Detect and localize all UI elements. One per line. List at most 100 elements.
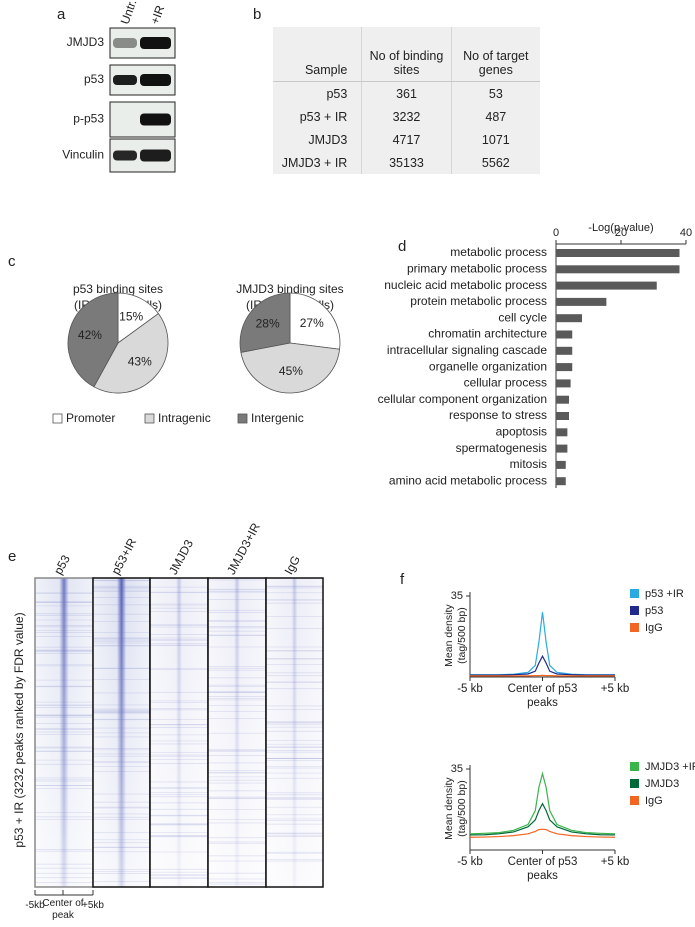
blot-row-label: Vinculin bbox=[62, 148, 104, 162]
bar bbox=[556, 395, 569, 404]
category-label: cell cycle bbox=[498, 310, 547, 324]
table-cell: 5562 bbox=[450, 151, 540, 174]
bar bbox=[556, 477, 566, 486]
legend-label: IgG bbox=[645, 622, 663, 634]
table-cell: p53 bbox=[326, 86, 348, 101]
binding-table: Sample No of binding sites No of target ge… bbox=[273, 27, 540, 174]
blot-band bbox=[140, 74, 171, 86]
heatmap-x-tick-label: +5kb bbox=[82, 900, 104, 911]
blot-row-label: p-p53 bbox=[73, 112, 104, 126]
x-tick-label: +5 kb bbox=[600, 683, 630, 695]
heatmap-fade bbox=[208, 578, 266, 887]
table-cell: 4717 bbox=[361, 128, 452, 151]
heatmap-column-label: IgG bbox=[282, 553, 303, 577]
x-tick-label: 20 bbox=[615, 227, 627, 239]
panel-label: c bbox=[8, 253, 16, 270]
pie-slice bbox=[67, 292, 119, 388]
heatmap-column-label: p53+IR bbox=[109, 536, 140, 577]
table-cell: 53 bbox=[450, 81, 540, 105]
table-header-cell: No of target genes bbox=[450, 27, 540, 82]
bar bbox=[556, 297, 607, 306]
table-cell: JMJD3 bbox=[308, 132, 348, 147]
bar bbox=[556, 314, 582, 323]
table-header-cell: Sample bbox=[273, 27, 362, 82]
pie-title: JMJD3 binding sites bbox=[236, 282, 343, 296]
category-label: spermatogenesis bbox=[456, 441, 547, 455]
pie-slice bbox=[239, 292, 291, 353]
heatmap-fade bbox=[266, 578, 323, 887]
pie-slice bbox=[289, 292, 341, 350]
blot-band bbox=[113, 38, 137, 48]
bar bbox=[556, 444, 568, 453]
bar bbox=[556, 249, 680, 257]
category-label: nucleic acid metabolic process bbox=[384, 278, 547, 292]
bar bbox=[556, 330, 573, 339]
bar bbox=[556, 265, 680, 274]
blot-column-label: Untr. bbox=[118, 0, 140, 26]
heatmap-column-label: JMJD3+IR bbox=[224, 520, 263, 577]
heatmap-fade bbox=[35, 578, 93, 887]
table-row: p53 361 53 bbox=[273, 81, 540, 105]
category-label: primary metabolic process bbox=[407, 261, 547, 275]
legend-label: IgG bbox=[645, 795, 663, 807]
category-label: organelle organization bbox=[429, 359, 547, 373]
pie-value-label: 42% bbox=[78, 328, 102, 342]
line-series bbox=[469, 802, 616, 836]
category-label: metabolic process bbox=[450, 245, 547, 259]
category-label: mitosis bbox=[510, 457, 547, 471]
legend-swatch bbox=[144, 413, 155, 424]
category-label: cellular process bbox=[464, 376, 547, 390]
category-label: response to stress bbox=[449, 408, 547, 422]
bar bbox=[556, 428, 568, 437]
category-label: apoptosis bbox=[496, 424, 547, 438]
legend-label: p53 bbox=[645, 605, 663, 617]
bar bbox=[556, 281, 657, 290]
bar bbox=[556, 379, 571, 388]
line-series bbox=[470, 612, 615, 676]
heatmap-fade bbox=[93, 578, 150, 887]
legend-label: Intergenic bbox=[251, 411, 304, 425]
y-axis-label: Mean density (tag/500 bp) bbox=[442, 776, 468, 840]
pie-slice bbox=[93, 313, 169, 394]
blot-column-label: +IR bbox=[148, 3, 168, 26]
category-label: protein metabolic process bbox=[410, 294, 547, 308]
legend-label: Promoter bbox=[66, 411, 115, 425]
pie-title: p53 binding sites bbox=[73, 282, 163, 296]
x-tick-label: Center of p53 peaks bbox=[507, 683, 578, 709]
category-label: chromatin architecture bbox=[428, 327, 547, 341]
heatmap-column-label: p53 bbox=[51, 552, 73, 577]
table-row: JMJD3 + IR 35133 5562 bbox=[273, 151, 540, 174]
blot-band bbox=[113, 75, 137, 85]
panel-label: f bbox=[400, 571, 405, 588]
x-tick-label: 40 bbox=[680, 227, 692, 239]
bar bbox=[556, 460, 566, 469]
bar bbox=[556, 412, 569, 420]
x-tick-label: +5 kb bbox=[600, 856, 630, 868]
table-header-cell: No of binding sites bbox=[361, 27, 452, 82]
bar bbox=[556, 363, 573, 372]
pie-value-label: 28% bbox=[256, 317, 280, 331]
y-tick-label: 35 bbox=[451, 763, 463, 775]
legend-swatch bbox=[630, 779, 639, 788]
legend-swatch bbox=[52, 413, 63, 424]
x-tick-label: -5 kb bbox=[457, 856, 483, 868]
blot-band bbox=[140, 113, 171, 126]
table-header-row: Sample No of binding sites No of target ge… bbox=[273, 27, 540, 82]
heatmap-x-tick-label: -5kb bbox=[25, 900, 45, 911]
legend-swatch bbox=[630, 606, 639, 615]
table-cell: 1071 bbox=[450, 128, 540, 151]
blot-band bbox=[140, 37, 171, 49]
line-series bbox=[469, 828, 616, 838]
heatmap-fade bbox=[150, 578, 208, 887]
blot-row-label: JMJD3 bbox=[67, 35, 105, 49]
blot-row-label: p53 bbox=[84, 72, 104, 86]
table-cell: 35133 bbox=[361, 151, 452, 174]
category-label: cellular component organization bbox=[378, 392, 547, 406]
table-cell: 487 bbox=[450, 105, 540, 128]
legend-swatch bbox=[630, 589, 639, 598]
pie-value-label: 27% bbox=[300, 316, 324, 330]
legend-label: Intragenic bbox=[158, 411, 211, 425]
legend-label: JMJD3 bbox=[645, 778, 679, 790]
bar bbox=[556, 346, 573, 355]
